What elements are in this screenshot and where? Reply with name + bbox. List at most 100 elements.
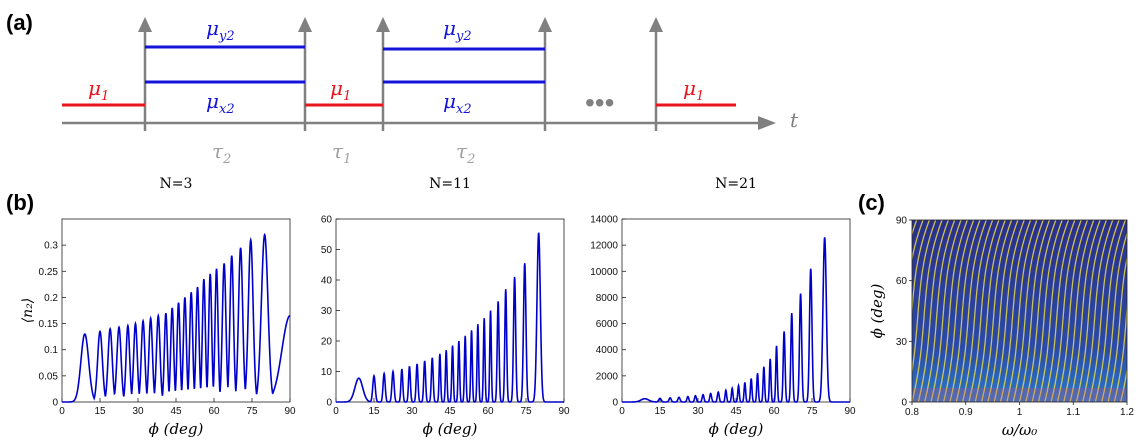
heatmap-stripe	[1025, 220, 1057, 402]
y-tick-label: 10	[321, 367, 333, 378]
y-tick-label: 60	[321, 215, 333, 226]
x-tick-label: 45	[730, 406, 742, 417]
pulse-arrowhead-3	[376, 17, 390, 32]
plot-frame	[335, 218, 565, 403]
x-tick-label: 90	[844, 406, 856, 417]
time-axis-arrowhead	[758, 116, 776, 130]
series-line	[622, 237, 850, 403]
x-tick-label: 30	[132, 406, 144, 417]
x-tick-label: 90	[558, 406, 570, 417]
x-tick-label: 0.9	[959, 407, 973, 418]
muy2-label-2: μy2	[443, 16, 472, 44]
x-tick-label: 75	[520, 406, 532, 417]
mux2-label-2: μx2	[443, 89, 472, 117]
heatmap-stripe	[1044, 220, 1076, 402]
heatmap-stripe	[1107, 255, 1127, 402]
x-tick-label: 0	[619, 406, 625, 417]
chart-n11: N=11 0 15 30 45 60 75 90 0 10 20 30 40 50 60 ϕ (deg)	[321, 176, 570, 438]
pulse-arrowhead-2	[298, 17, 312, 32]
heatmap-stripe	[1133, 220, 1138, 402]
y-tick-label: 0	[901, 398, 907, 409]
x-tick-label: 1.2	[1120, 407, 1134, 418]
heatmap-stripe	[1031, 220, 1063, 402]
y-tick-label: 10000	[590, 267, 618, 278]
heatmap-stripe	[1094, 220, 1126, 402]
tau2-label-2: τ2	[456, 139, 475, 167]
x-tick-label: 60	[768, 406, 780, 417]
time-label: t	[790, 108, 799, 132]
y-tick-label: 50	[321, 245, 333, 256]
heatmap-stripe	[999, 220, 1032, 402]
heatmap-stripe	[936, 220, 968, 402]
series-line	[336, 232, 564, 403]
y-tick-label: 6000	[596, 319, 619, 330]
heatmap-stripe	[924, 220, 956, 402]
muy2-label-1: μy2	[206, 16, 235, 44]
heatmap-stripe	[912, 220, 937, 375]
y-tick-label: 90	[896, 216, 908, 227]
y-tick-label: 20	[321, 337, 333, 348]
x-axis-label: ϕ (deg)	[423, 420, 478, 438]
y-tick-label: 30	[321, 306, 333, 317]
y-tick-label: 12000	[590, 241, 618, 252]
y-tick-label: 60	[896, 276, 908, 287]
heatmap-stripe	[1113, 301, 1127, 402]
y-tick-label: 0.15	[39, 319, 59, 330]
heatmap-stripe	[1050, 220, 1082, 402]
heatmap-stripe	[1037, 220, 1070, 402]
y-tick-label: 0.2	[44, 293, 58, 304]
heatmap-stripe	[930, 220, 962, 402]
heatmap-stripe	[912, 220, 924, 263]
pulse-arrowhead-1	[138, 17, 152, 32]
x-tick-label: 30	[406, 406, 418, 417]
heatmap-stripe	[1069, 220, 1101, 402]
tau2-label-1: τ2	[212, 139, 231, 167]
x-tick-label: 0	[59, 406, 65, 417]
heatmap-stripe	[955, 220, 987, 402]
heatmap-stripe	[1018, 220, 1051, 402]
x-tick-label: 15	[654, 406, 666, 417]
pulse-arrowhead-4	[538, 17, 552, 32]
chart-n21: N=21 0 15 30 45 60 75 90 0 2000 4000 6000 8000 10000 1…	[590, 176, 856, 438]
x-tick-label: 15	[94, 406, 106, 417]
x-tick-label: 0	[333, 406, 339, 417]
y-tick-label: 30	[896, 337, 908, 348]
tau1-label: τ1	[332, 139, 351, 167]
y-tick-label: 0	[52, 398, 58, 409]
chart-heatmap: 0.8 0.9 1 1.1 1.2 0 30 60 90 ω/ω₀ ϕ (deg)	[868, 216, 1138, 440]
heatmap-stripe	[942, 220, 975, 402]
plot-frame	[621, 218, 851, 403]
y-tick-label: 2000	[596, 371, 619, 382]
x-tick-label: 90	[284, 406, 296, 417]
heatmap-stripe	[968, 220, 1000, 402]
x-tick-label: 75	[246, 406, 258, 417]
mux2-label-1: μx2	[206, 89, 235, 117]
heatmap-low-band	[912, 388, 1127, 402]
heatmap-stripe	[1006, 220, 1038, 402]
heatmap-stripe	[1082, 220, 1114, 402]
heatmap-stripe	[1012, 220, 1044, 402]
panel-label-b: (b)	[6, 190, 34, 215]
heatmap-stripe	[1056, 220, 1089, 402]
x-tick-label: 1.1	[1066, 407, 1080, 418]
y-tick-label: 0.25	[39, 267, 59, 278]
y-tick-label: 4000	[596, 345, 619, 356]
heatmap-stripe	[993, 220, 1025, 402]
heatmap-stripe	[987, 220, 1019, 402]
y-tick-label: 0.1	[44, 345, 58, 356]
heatmap-image	[912, 220, 1138, 402]
mu1-label-1: μ1	[88, 76, 109, 104]
heatmap-stripe	[1126, 399, 1127, 402]
x-tick-label: 60	[482, 406, 494, 417]
x-tick-label: 45	[444, 406, 456, 417]
ellipsis: •••	[585, 87, 614, 118]
heatmap-stripe	[1063, 220, 1095, 402]
y-tick-label: 8000	[596, 293, 619, 304]
heatmap-stripe	[1075, 220, 1108, 402]
x-tick-label: 60	[208, 406, 220, 417]
chart-n3: N=3 0 15 30 45 60 75 90 0 0.05 0.1 0.15 0.2 0.25 0.3 ϕ …	[20, 176, 296, 438]
chart-title: N=3	[160, 176, 193, 192]
x-tick-label: 1	[1017, 407, 1023, 418]
mu1-label-3: μ1	[683, 76, 704, 104]
x-tick-label: 45	[170, 406, 182, 417]
